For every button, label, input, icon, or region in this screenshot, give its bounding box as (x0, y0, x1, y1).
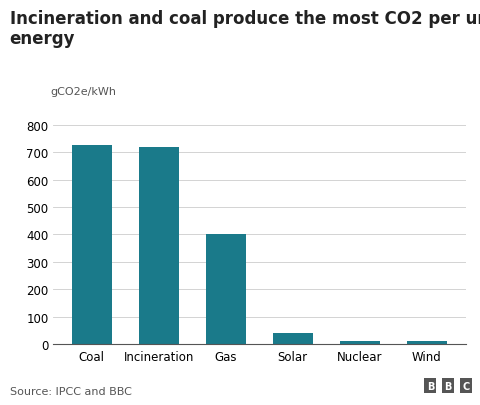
Text: B: B (427, 381, 434, 391)
Bar (407, 341, 447, 344)
Bar (340, 341, 380, 344)
Text: B: B (444, 381, 452, 391)
Bar (273, 333, 313, 344)
Text: C: C (462, 381, 469, 391)
Text: Source: IPCC and BBC: Source: IPCC and BBC (10, 386, 132, 396)
Text: energy: energy (10, 30, 75, 48)
Bar (139, 147, 179, 344)
Bar (205, 235, 246, 344)
Text: gCO2e/kWh: gCO2e/kWh (51, 87, 117, 97)
Text: Incineration and coal produce the most CO2 per unit of: Incineration and coal produce the most C… (10, 10, 480, 28)
Bar (72, 145, 112, 344)
